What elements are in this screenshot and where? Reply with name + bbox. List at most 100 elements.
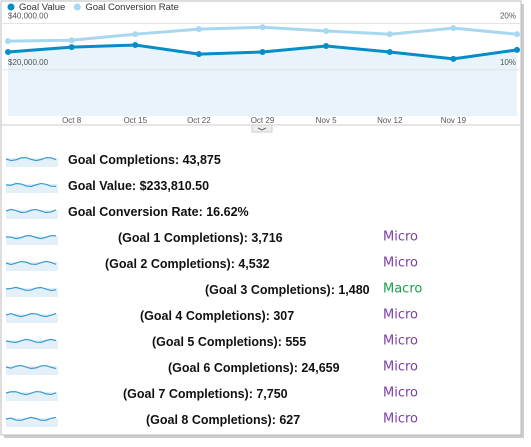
sparkline	[5, 208, 57, 214]
metric[interactable]: (Goal 5 Completions): 555	[152, 335, 306, 349]
goal-type: Micro	[383, 334, 418, 349]
goal-type: Micro	[383, 386, 418, 401]
point[interactable]	[323, 42, 330, 49]
legend-label[interactable]: Goal Conversion Rate	[85, 2, 178, 13]
point[interactable]	[132, 42, 139, 49]
sparkline-bg	[6, 236, 58, 245]
goal-type: Micro	[383, 230, 418, 245]
goal-type: Micro	[383, 360, 418, 375]
metric-label: Goal Value:	[68, 179, 140, 193]
metric-label: Goal Conversion Rate:	[68, 205, 206, 219]
point[interactable]	[514, 31, 520, 38]
point[interactable]	[195, 51, 202, 58]
sparkline-bg	[6, 288, 58, 297]
metric[interactable]: (Goal 8 Completions): 627	[146, 413, 300, 427]
metric-label: (Goal 4 Completions):	[140, 309, 273, 323]
point[interactable]	[132, 31, 139, 38]
metric-label: (Goal 8 Completions):	[146, 413, 279, 427]
metric-value: 627	[279, 413, 300, 427]
goal-type: Micro	[383, 412, 418, 427]
sparkline	[5, 234, 57, 240]
point[interactable]	[450, 25, 457, 32]
sparkline	[5, 416, 57, 422]
metric-value: 24,659	[301, 361, 339, 375]
point[interactable]	[5, 38, 11, 45]
x-tick-label: Oct 22	[187, 116, 211, 125]
metric-label: (Goal 2 Completions):	[105, 257, 238, 271]
metric-list: Goal Completions: 43,875 Goal Value: $233…	[5, 153, 422, 427]
point[interactable]	[323, 27, 330, 34]
metric[interactable]: (Goal 3 Completions): 1,480	[205, 283, 370, 297]
sparkline-bg	[6, 418, 58, 427]
x-tick-label: Nov 12	[377, 116, 403, 125]
point[interactable]	[5, 48, 11, 55]
sparkline	[5, 182, 57, 188]
sparkline	[5, 364, 57, 370]
metric-label: (Goal 6 Completions):	[168, 361, 301, 375]
metric-value: 1,480	[338, 283, 369, 297]
sparkline-bg	[6, 392, 58, 401]
point[interactable]	[386, 31, 393, 38]
point[interactable]	[195, 26, 202, 33]
metric-value: 3,716	[251, 231, 282, 245]
sparkline	[5, 390, 57, 396]
sparkline-bg	[6, 158, 58, 167]
metric-value: 4,532	[238, 257, 269, 271]
metric-value: 307	[273, 309, 294, 323]
metric-label: (Goal 7 Completions):	[123, 387, 256, 401]
metric[interactable]: (Goal 1 Completions): 3,716	[118, 231, 283, 245]
goal-type: Micro	[383, 308, 418, 323]
sparkline-bg	[6, 184, 58, 193]
point[interactable]	[259, 24, 266, 31]
sparkline-bg	[6, 366, 58, 375]
metric[interactable]: (Goal 7 Completions): 7,750	[123, 387, 288, 401]
metric-label: (Goal 1 Completions):	[118, 231, 251, 245]
sparkline	[5, 156, 57, 162]
point[interactable]	[450, 55, 457, 62]
chart: Goal Value Goal Conversion Rate $20,000.00…	[1, 2, 521, 125]
point[interactable]	[259, 48, 266, 55]
legend-label[interactable]: Goal Value	[19, 2, 65, 13]
metric[interactable]: Goal Completions: 43,875	[68, 153, 221, 167]
legend-dot	[7, 3, 15, 11]
metric-label: (Goal 3 Completions):	[205, 283, 338, 297]
legend-dot	[73, 3, 81, 11]
x-tick-label: Nov 19	[441, 116, 467, 125]
sparkline-bg	[6, 340, 58, 349]
metric[interactable]: (Goal 2 Completions): 4,532	[105, 257, 270, 271]
sparkline-bg	[6, 262, 58, 271]
tab-arrow	[257, 127, 267, 131]
sparkline-bg	[6, 210, 58, 219]
metric[interactable]: (Goal 6 Completions): 24,659	[168, 361, 340, 375]
metric-value: 16.62%	[206, 205, 248, 219]
metric-value: 43,875	[183, 153, 221, 167]
sparkline-bg	[6, 314, 58, 323]
metric-label: Goal Completions:	[68, 153, 183, 167]
point[interactable]	[68, 37, 75, 44]
area	[8, 45, 517, 116]
x-tick-label: Oct 8	[62, 116, 82, 125]
y2-tick-label: 10%	[500, 58, 516, 67]
metric[interactable]: (Goal 4 Completions): 307	[140, 309, 294, 323]
metric-label: (Goal 5 Completions):	[152, 335, 285, 349]
sparkline	[5, 312, 57, 318]
point[interactable]	[386, 48, 393, 55]
point[interactable]	[68, 44, 75, 51]
y2-tick-label: 20%	[500, 12, 516, 21]
metric[interactable]: Goal Value: $233,810.50	[68, 179, 209, 193]
x-tick-label: Oct 15	[123, 116, 147, 125]
y-tick-label: $20,000.00	[8, 58, 49, 67]
sparkline	[5, 338, 57, 344]
sparkline	[5, 286, 57, 292]
x-tick-label: Oct 29	[251, 116, 275, 125]
metric-value: 555	[285, 335, 306, 349]
metric[interactable]: Goal Conversion Rate: 16.62%	[68, 205, 249, 219]
collapse-tab[interactable]	[251, 124, 273, 133]
sparkline	[5, 260, 57, 266]
goal-type: Micro	[383, 256, 418, 271]
point[interactable]	[514, 46, 520, 53]
y-tick-label: $40,000.00	[8, 12, 49, 21]
metric-value: $233,810.50	[140, 179, 210, 193]
